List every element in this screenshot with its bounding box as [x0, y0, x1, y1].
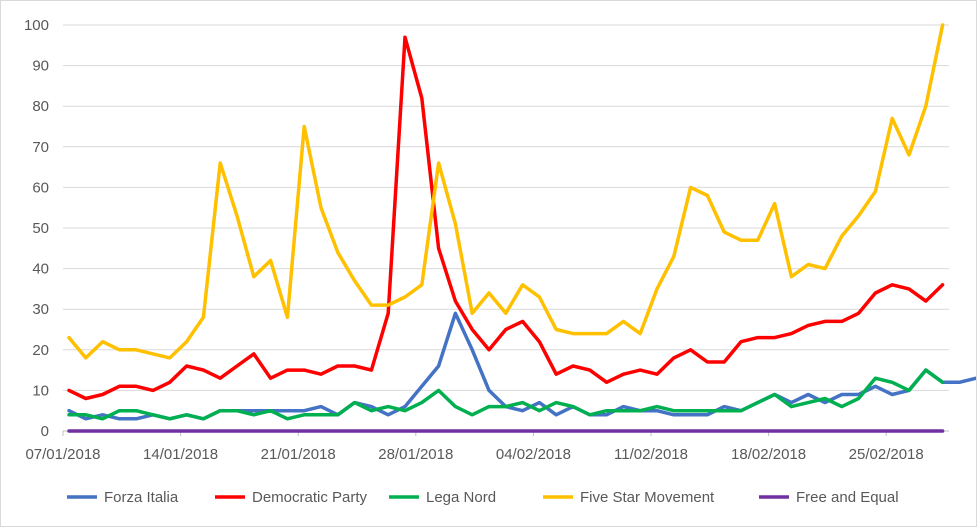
y-tick-label: 30: [32, 301, 49, 318]
x-tick-label: 07/01/2018: [25, 446, 100, 463]
series-line-lega-nord: [67, 368, 945, 421]
legend-item: Free and Equal: [759, 489, 899, 506]
x-tick-label: 11/02/2018: [614, 446, 688, 463]
y-tick-label: 100: [24, 17, 49, 34]
series-line-five-star-movement: [67, 23, 945, 360]
legend-item: Democratic Party: [215, 489, 368, 506]
y-tick-label: 70: [32, 139, 49, 156]
axes: 0 10 20 30 40 50 60 70 80 90 100 07/01/2018 14/01/20…: [24, 17, 949, 463]
legend-label: Five Star Movement: [580, 489, 715, 506]
legend-label: Forza Italia: [104, 489, 179, 506]
x-tick-label: 14/01/2018: [143, 446, 218, 463]
y-tick-label: 80: [32, 98, 49, 115]
gridlines: [63, 24, 949, 391]
series-lines: [67, 23, 977, 433]
x-tick-label: 25/02/2018: [849, 446, 924, 463]
legend-item: Five Star Movement: [543, 489, 715, 506]
x-tick-label: 18/02/2018: [731, 446, 806, 463]
y-tick-label: 20: [32, 342, 49, 359]
y-tick-label: 10: [32, 382, 49, 399]
legend-label: Lega Nord: [426, 489, 496, 506]
legend-item: Lega Nord: [389, 489, 496, 506]
series-line-democratic-party: [67, 35, 945, 401]
y-tick-label: 40: [32, 261, 49, 278]
y-tick-label: 50: [32, 220, 49, 237]
y-tick-label: 60: [32, 179, 49, 196]
x-tick-label: 04/02/2018: [496, 446, 571, 463]
x-tick-label: 21/01/2018: [261, 446, 336, 463]
legend-label: Free and Equal: [796, 489, 899, 506]
y-tick-label: 0: [41, 423, 49, 440]
legend-item: Forza Italia: [67, 489, 179, 506]
y-tick-label: 90: [32, 58, 49, 75]
legend-label: Democratic Party: [252, 489, 368, 506]
legend: Forza Italia Democratic Party Lega Nord Fiv…: [67, 489, 899, 506]
x-tick-label: 28/01/2018: [378, 446, 453, 463]
